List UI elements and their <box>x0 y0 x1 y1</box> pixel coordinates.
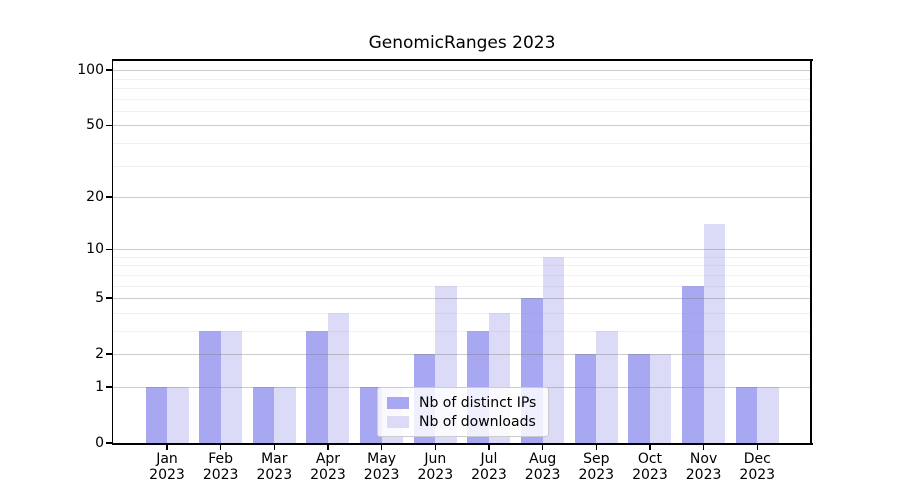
bar-downloads-oct <box>649 354 672 443</box>
x-tick-label-mar: Mar 2023 <box>256 451 293 483</box>
legend: Nb of distinct IPs Nb of downloads <box>377 387 549 437</box>
bar-downloads-nov <box>703 224 726 443</box>
x-tick-mark-jan <box>166 445 168 450</box>
x-tick-label-apr: Apr 2023 <box>310 451 346 483</box>
axis-spine-bottom <box>111 443 813 445</box>
bar-distinct-ips-may <box>360 387 382 443</box>
x-tick-mark-nov <box>702 445 705 450</box>
x-tick-label-jan: Jan 2023 <box>149 451 185 483</box>
x-tick-label-aug: Aug 2023 <box>524 451 561 483</box>
gridline-major-10 <box>113 249 811 251</box>
bar-downloads-feb <box>220 331 243 443</box>
bar-distinct-ips-oct <box>628 354 650 443</box>
x-tick-label-may: May 2023 <box>363 451 400 483</box>
x-tick-label-jul: Jul 2023 <box>471 451 507 483</box>
gridline-minor-6 <box>113 285 811 287</box>
x-tick-label-dec: Dec 2023 <box>739 451 776 483</box>
x-tick-mark-aug <box>541 445 544 450</box>
legend-label-downloads: Nb of downloads <box>419 414 536 430</box>
bar-distinct-ips-jan <box>145 387 167 443</box>
gridline-minor-30 <box>113 165 811 167</box>
gridline-major-5 <box>113 298 811 300</box>
gridline-minor-90 <box>113 78 811 80</box>
y-tick-mark-2 <box>106 353 112 355</box>
gridline-minor-3 <box>113 330 811 332</box>
bar-distinct-ips-dec <box>735 387 758 443</box>
gridline-minor-60 <box>113 110 811 112</box>
x-tick-label-feb: Feb 2023 <box>202 451 239 483</box>
y-tick-mark-50 <box>106 124 112 127</box>
y-tick-mark-0 <box>106 442 112 444</box>
plot-area: Nb of distinct IPs Nb of downloads <box>113 60 811 443</box>
x-tick-mark-apr <box>327 445 329 450</box>
y-tick-label-0: 0 <box>95 435 104 451</box>
legend-label-distinct-ips: Nb of distinct IPs <box>419 395 537 411</box>
x-tick-mark-may <box>380 445 383 450</box>
y-tick-label-50: 50 <box>86 117 104 134</box>
legend-item-distinct-ips: Nb of distinct IPs <box>387 395 540 411</box>
x-tick-mark-jul <box>488 445 490 450</box>
y-tick-mark-1 <box>106 386 112 388</box>
x-tick-mark-feb <box>219 445 222 450</box>
bar-distinct-ips-sep <box>574 354 597 443</box>
bar-downloads-apr <box>327 312 350 443</box>
x-tick-mark-jun <box>434 445 437 450</box>
gridline-major-100 <box>113 70 811 72</box>
y-tick-label-5: 5 <box>95 290 104 307</box>
axis-spine-left <box>111 59 113 445</box>
bar-downloads-jan <box>167 387 189 443</box>
chart-title: GenomicRanges 2023 <box>368 33 556 53</box>
gridline-minor-7 <box>113 274 811 276</box>
x-tick-mark-mar <box>273 445 276 450</box>
y-tick-label-1: 1 <box>95 378 104 395</box>
gridline-minor-80 <box>113 87 811 89</box>
y-tick-mark-20 <box>106 196 112 198</box>
y-tick-mark-5 <box>106 297 112 299</box>
axis-spine-top <box>111 59 813 61</box>
gridline-minor-40 <box>113 142 811 144</box>
y-tick-label-100: 100 <box>77 62 104 79</box>
x-tick-mark-oct <box>649 445 651 450</box>
gridline-major-50 <box>113 125 811 127</box>
legend-swatch-distinct-ips <box>387 397 409 409</box>
bar-downloads-mar <box>274 387 296 443</box>
axis-spine-right <box>810 59 812 445</box>
bar-distinct-ips-apr <box>306 331 328 443</box>
bar-downloads-dec <box>757 387 779 443</box>
bar-downloads-sep <box>596 331 618 443</box>
x-tick-label-sep: Sep 2023 <box>578 451 615 483</box>
y-tick-label-20: 20 <box>86 189 104 205</box>
y-tick-label-10: 10 <box>86 241 104 258</box>
x-tick-label-nov: Nov 2023 <box>685 451 722 483</box>
x-tick-label-oct: Oct 2023 <box>632 451 668 483</box>
legend-swatch-downloads <box>387 416 409 428</box>
x-tick-mark-dec <box>756 445 758 450</box>
gridline-minor-9 <box>113 256 811 258</box>
legend-item-downloads: Nb of downloads <box>387 414 540 430</box>
y-tick-mark-10 <box>106 248 112 250</box>
gridline-minor-4 <box>113 312 811 314</box>
x-tick-label-jun: Jun 2023 <box>417 451 454 483</box>
bar-distinct-ips-mar <box>252 387 275 443</box>
y-tick-mark-100 <box>106 69 112 71</box>
y-tick-label-2: 2 <box>95 346 104 363</box>
gridline-minor-8 <box>113 265 811 267</box>
gridline-minor-70 <box>113 98 811 100</box>
bar-distinct-ips-feb <box>199 331 221 443</box>
x-tick-mark-sep <box>595 445 598 450</box>
gridline-major-20 <box>113 197 811 198</box>
bar-distinct-ips-nov <box>682 285 704 443</box>
gridline-major-2 <box>113 354 811 356</box>
